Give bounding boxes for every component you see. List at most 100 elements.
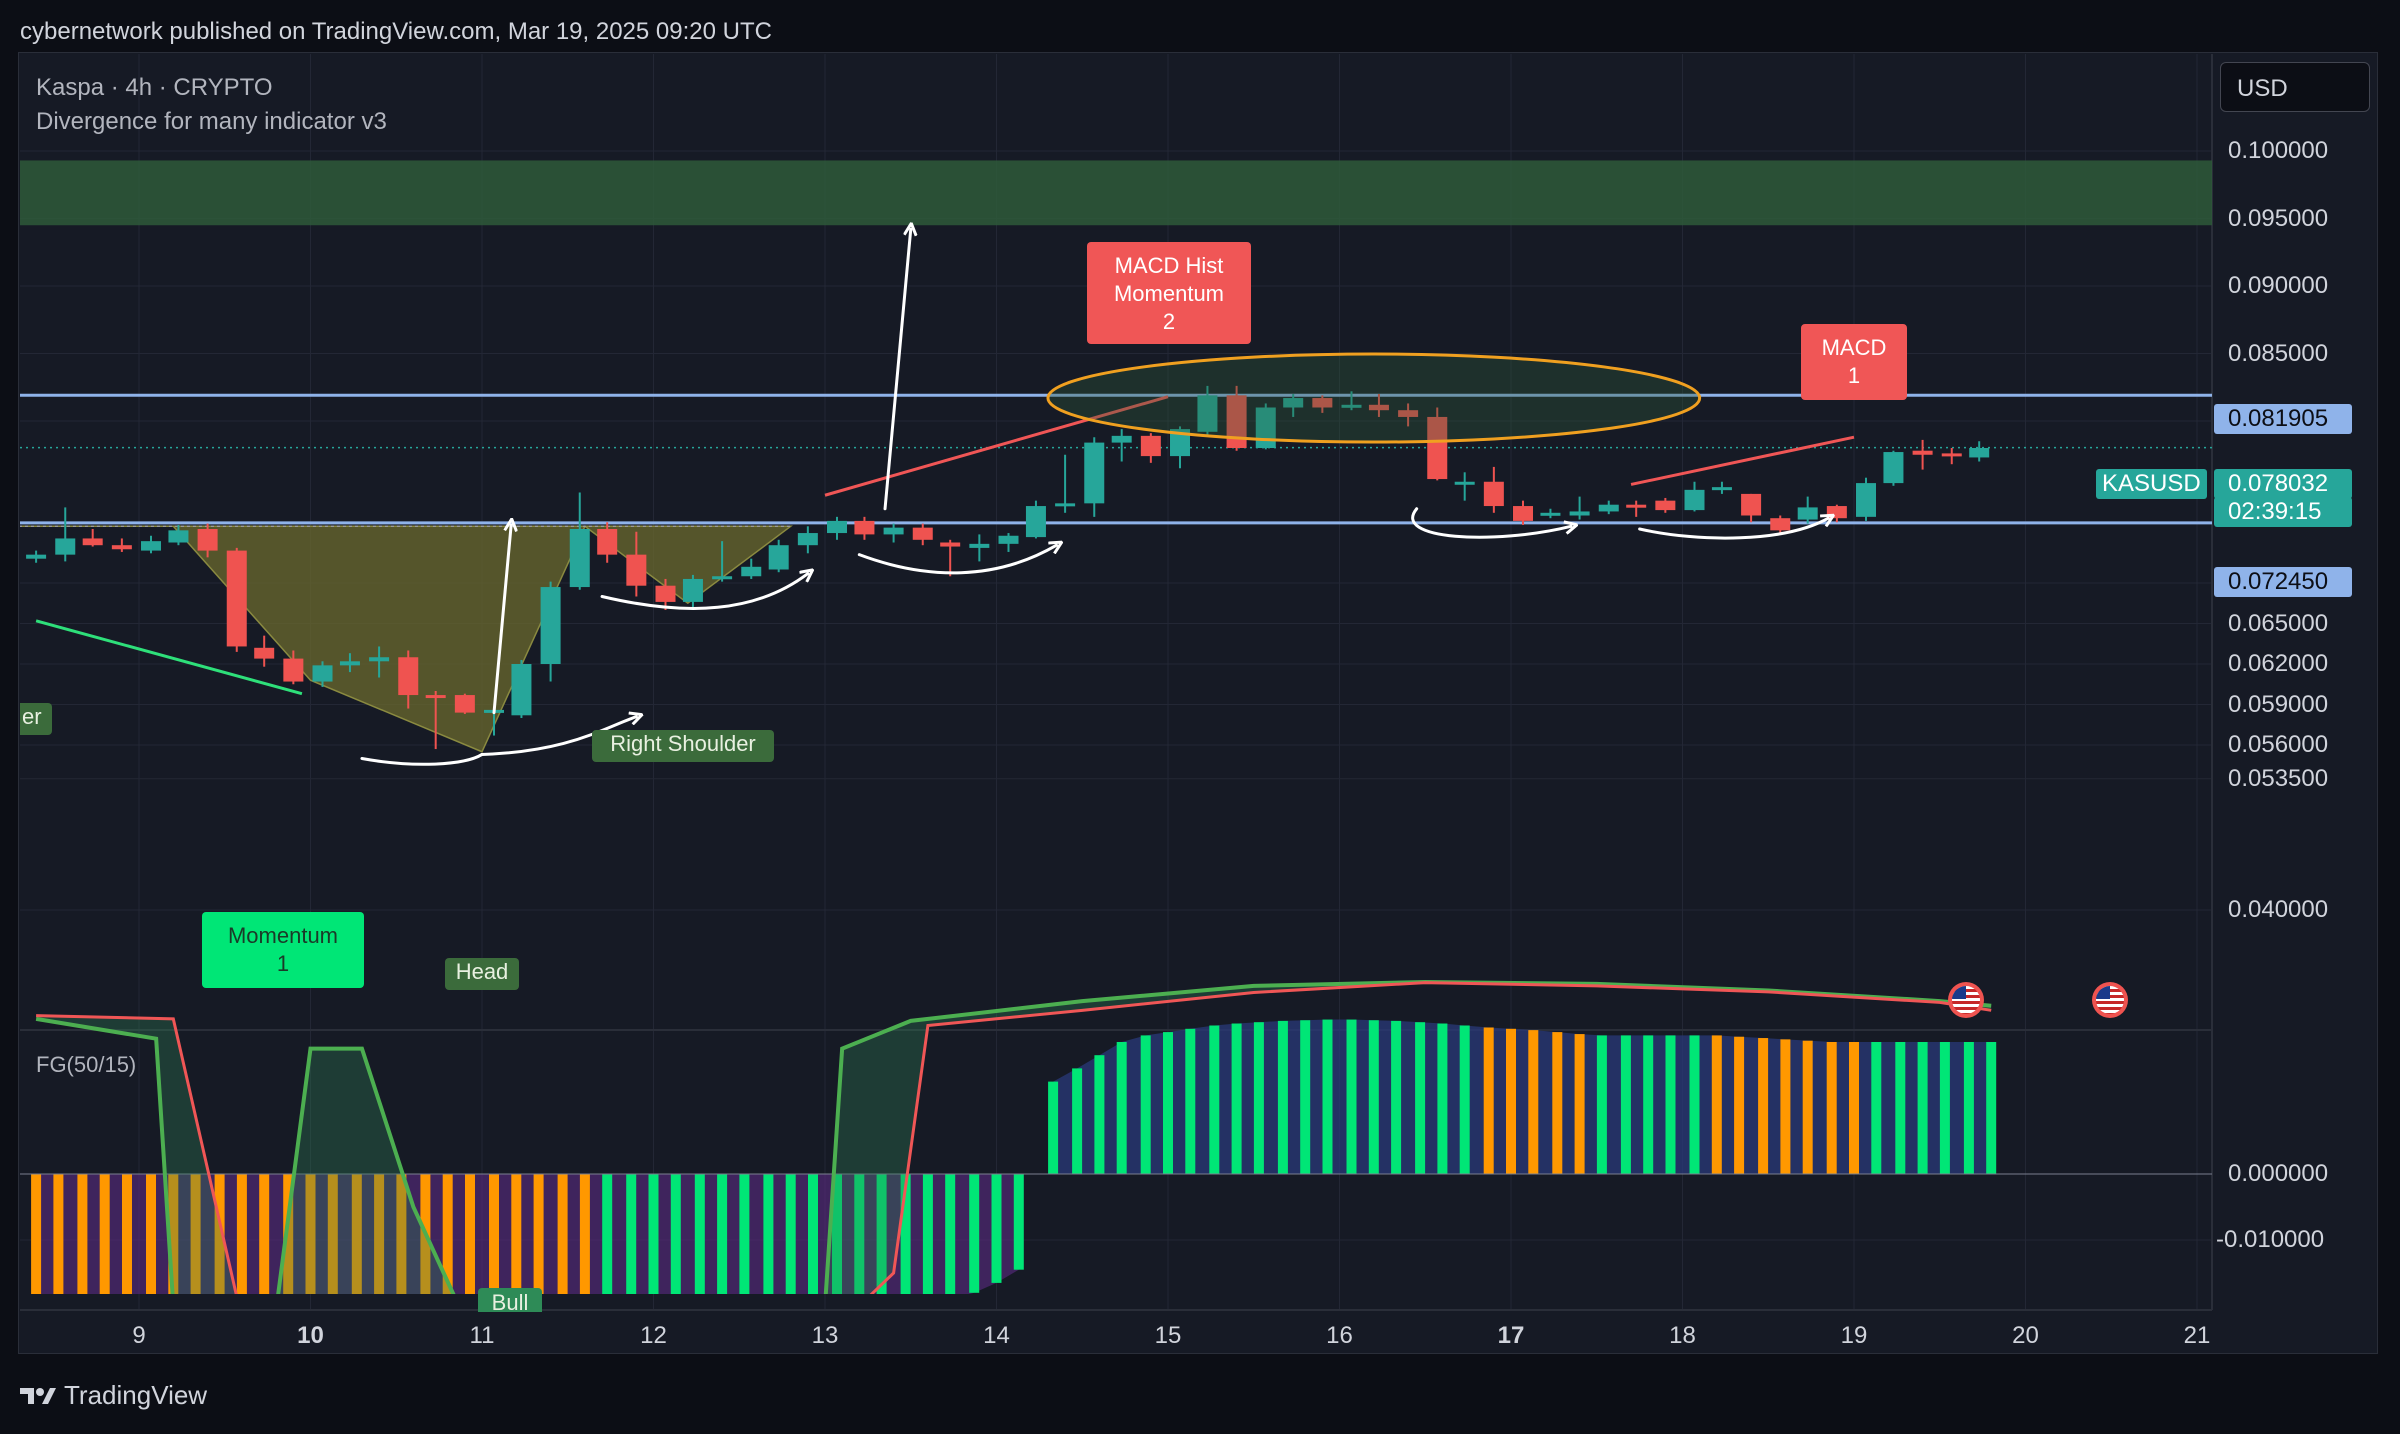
candle-body [1912,450,1933,455]
histogram-bar [1322,1019,1333,1174]
bull-label: Bull [478,1288,542,1312]
candle-body [26,554,47,559]
price-tick-label: 0.062000 [2228,650,2329,677]
head-bottom-curve [360,752,484,766]
osc-tick-label: -0.010000 [2216,1226,2325,1253]
candle-body [1255,407,1276,448]
histogram-bar [876,1174,887,1294]
histogram-bar [1963,1042,1974,1174]
histogram-bar [533,1174,544,1294]
histogram-bar [922,1174,933,1294]
histogram-bar [1483,1027,1494,1174]
histogram-bar [1552,1032,1563,1174]
histogram-bar [1574,1034,1585,1174]
candle-body [369,657,390,662]
fg-indicator-label[interactable]: FG(50/15) [36,1052,137,1077]
us-flag-icon[interactable] [2092,982,2128,1018]
histogram-bar [53,1174,64,1294]
histogram-bar [945,1174,956,1294]
histogram-bar [1048,1081,1059,1174]
histogram-bar [1689,1035,1700,1174]
up-arrow-head [492,525,511,715]
candle-body [1170,429,1191,457]
histogram-bar [785,1174,796,1294]
time-tick-label: 21 [2183,1322,2211,1349]
price-tick-label: 0.100000 [2228,137,2329,164]
head-shoulders-pattern [20,525,793,753]
candle-body [254,647,275,659]
histogram-bar [1826,1042,1837,1174]
level-lower-tag: 0.072450 [2214,567,2352,597]
tradingview-logo[interactable]: TradingView [20,1380,207,1411]
price-tick-label: 0.056000 [2228,731,2329,758]
histogram-bar [1437,1023,1448,1174]
tradingview-logo-icon [20,1387,56,1404]
time-tick-label: 12 [640,1322,667,1349]
candle-body [854,520,875,535]
histogram-bar [1986,1042,1997,1174]
price-tick-label: 0.095000 [2228,204,2329,232]
retest-curve-3 [1638,518,1829,540]
histogram-bar [969,1174,980,1293]
histogram-bar [1094,1055,1105,1174]
histogram-bar [854,1174,865,1294]
histogram-bar [442,1174,453,1294]
histogram-bar [396,1174,407,1294]
histogram-bar [1209,1025,1220,1174]
histogram-bar [832,1174,843,1294]
histogram-bar [739,1174,750,1294]
macd-hist-line-2: Momentum [1113,281,1225,306]
histogram-bar [1300,1020,1311,1174]
candle-body [597,529,618,555]
candle-body [226,550,247,647]
retest-curve [857,545,1056,575]
histogram-bar [1277,1020,1288,1174]
macd-hist-divergence-line [824,395,1169,497]
left-cut-label: er [20,703,52,735]
candle-body [1941,453,1962,457]
currency-button[interactable]: USD [2220,62,2370,112]
time-tick-label: 17 [1497,1322,1525,1349]
macd-hist-label: MACD Hist Momentum 2 [1087,242,1251,344]
histogram-bar [1734,1036,1745,1174]
histogram-bar [1368,1020,1379,1174]
time-tick-label: 13 [811,1322,839,1349]
us-flag-icon[interactable] [1948,982,1984,1018]
candle-body [1312,398,1333,408]
macd-hist-line-1: MACD Hist [1114,253,1224,278]
logo-text: TradingView [64,1380,208,1410]
pattern-fill [20,525,793,753]
histogram-bar [259,1174,270,1294]
histogram-bar [1140,1035,1151,1174]
countdown-tag: 02:39:15 [2214,497,2352,527]
candle-body [1368,404,1389,411]
candle-body [1454,481,1475,485]
candle-body [197,529,218,551]
histogram-bar [1758,1038,1769,1174]
histogram-bar [351,1174,362,1294]
histogram-bar [717,1174,728,1294]
histogram-bar [1185,1028,1196,1174]
histogram-bar [1231,1023,1242,1174]
macd-line-2: 1 [1847,363,1861,388]
candle-body [1025,506,1046,538]
symbol-info[interactable]: Kaspa · 4h · CRYPTO [36,74,273,101]
histogram-bar [1253,1022,1264,1174]
histogram-bar [900,1174,911,1294]
candlesticks [26,385,1990,750]
time-tick-label: 14 [983,1322,1010,1349]
consolidation-ellipse [1046,352,1702,444]
indicator-info[interactable]: Divergence for many indicator v3 [36,108,387,135]
histogram-bar [1596,1035,1607,1174]
histogram-bar [648,1174,659,1294]
time-tick-label: 18 [1669,1322,1696,1349]
time-tick-label: 20 [2012,1322,2039,1349]
histogram-bar [1459,1025,1470,1174]
macd-line-1: MACD [1821,335,1887,360]
candle-body [883,527,904,535]
histogram-bar [1711,1035,1722,1174]
histogram-bar [511,1174,522,1294]
candle-body [682,578,703,602]
candle-body [1283,398,1304,408]
